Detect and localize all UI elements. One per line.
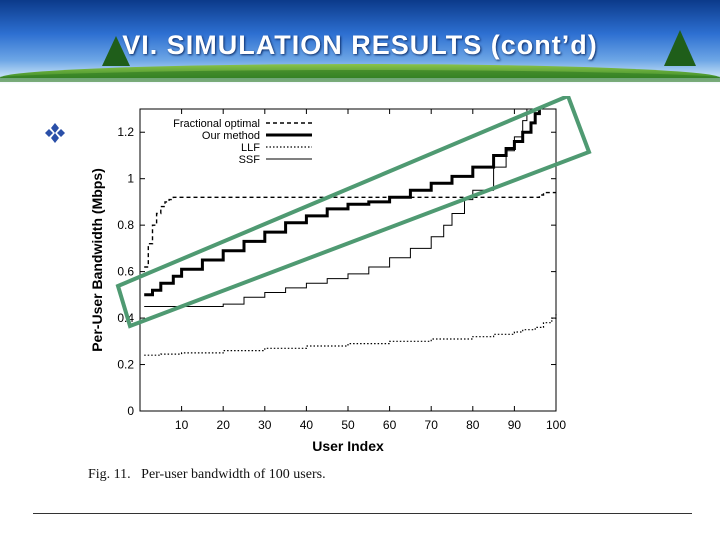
x-tick-label: 50 [341, 418, 355, 432]
y-tick-label: 0.2 [117, 358, 134, 372]
x-tick-label: 70 [425, 418, 439, 432]
x-tick-label: 80 [466, 418, 480, 432]
series-line-3 [144, 109, 528, 307]
x-tick-label: 20 [217, 418, 231, 432]
figure-caption: Fig. 11. Per-user bandwidth of 100 users… [88, 467, 326, 482]
x-tick-label: 10 [175, 418, 189, 432]
tree-icon [664, 30, 696, 66]
legend-label: Our method [202, 130, 260, 142]
y-tick-label: 0.8 [117, 218, 134, 232]
chart-series [144, 109, 557, 356]
y-tick-label: 1 [127, 172, 134, 186]
tree-icon [102, 36, 130, 66]
y-tick-label: 1.2 [117, 125, 134, 139]
x-tick-label: 60 [383, 418, 397, 432]
x-tick-label: 100 [546, 418, 566, 432]
slide-title: VI. SIMULATION RESULTS (cont’d) [122, 30, 598, 60]
y-tick-label: 0 [127, 404, 134, 418]
y-tick-label: 0.6 [117, 265, 134, 279]
legend-label: SSF [239, 154, 261, 166]
highlight-box [115, 96, 592, 329]
series-line-0 [144, 191, 556, 268]
legend-label: LLF [241, 142, 260, 154]
legend-label: Fractional optimal [173, 118, 260, 130]
x-tick-label: 40 [300, 418, 314, 432]
series-line-2 [144, 313, 557, 356]
x-tick-label: 90 [508, 418, 522, 432]
footer-divider [33, 513, 692, 514]
x-axis-label: User Index [312, 438, 384, 454]
highlight-rectangle [115, 96, 592, 329]
diamond-bullet-icon [45, 123, 65, 143]
x-tick-label: 30 [258, 418, 272, 432]
header-grass-shadow [0, 70, 720, 82]
y-axis-label: Per-User Bandwidth (Mbps) [89, 168, 105, 352]
slide-header-banner: VI. SIMULATION RESULTS (cont’d) [0, 0, 720, 84]
